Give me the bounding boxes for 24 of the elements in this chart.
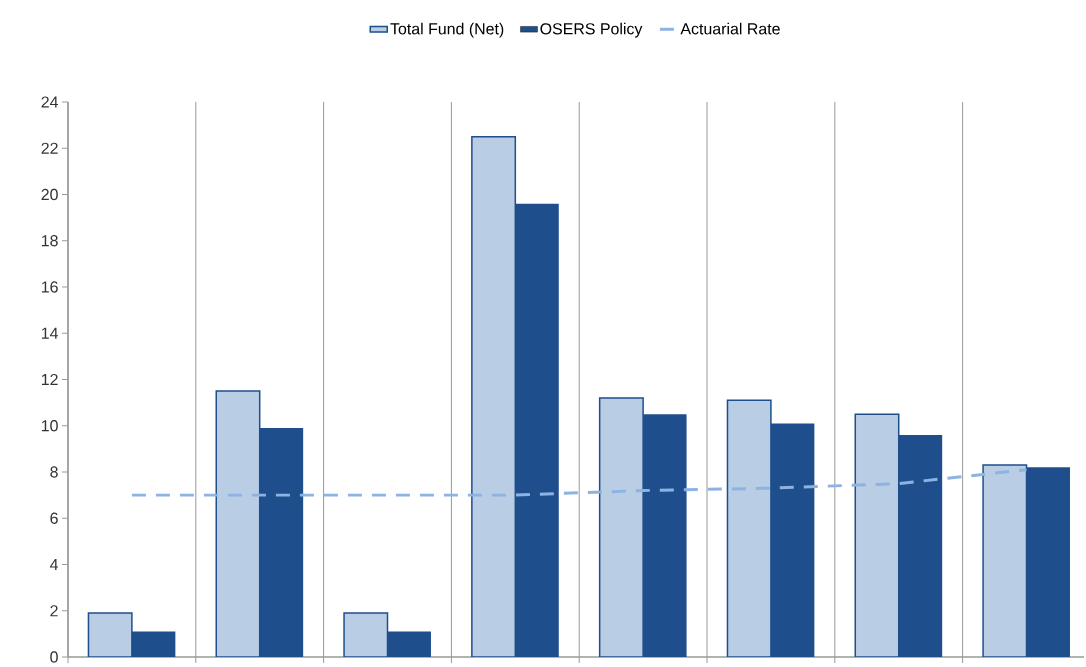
bar [87,612,133,657]
y-tick-label: 22 [41,142,58,154]
bar [982,464,1028,657]
y-tick-label: 18 [41,235,58,247]
bar [598,397,644,657]
y-tick-label: 0 [50,651,58,663]
y-tick-label: 6 [50,512,58,524]
y-tick-label: 16 [41,281,58,293]
y-tick-label: 12 [41,373,58,386]
legend-label: Total Fund (Net) [390,22,504,38]
bar [854,413,900,657]
y-tick-label: 4 [49,559,59,570]
bar [471,135,517,657]
bar [215,390,261,657]
y-tick-label: 8 [50,466,58,478]
y-tick-label: 2 [50,605,58,617]
y-tick-label: 20 [41,188,58,201]
y-tick-label: 24 [41,96,58,108]
y-tick-label: 14 [41,327,58,339]
bar [343,612,389,657]
legend-label: Actuarial Rate [680,22,780,35]
legend-label: OSERS Policy [540,22,643,38]
bar [726,399,772,657]
y-tick-label: 10 [41,420,58,432]
